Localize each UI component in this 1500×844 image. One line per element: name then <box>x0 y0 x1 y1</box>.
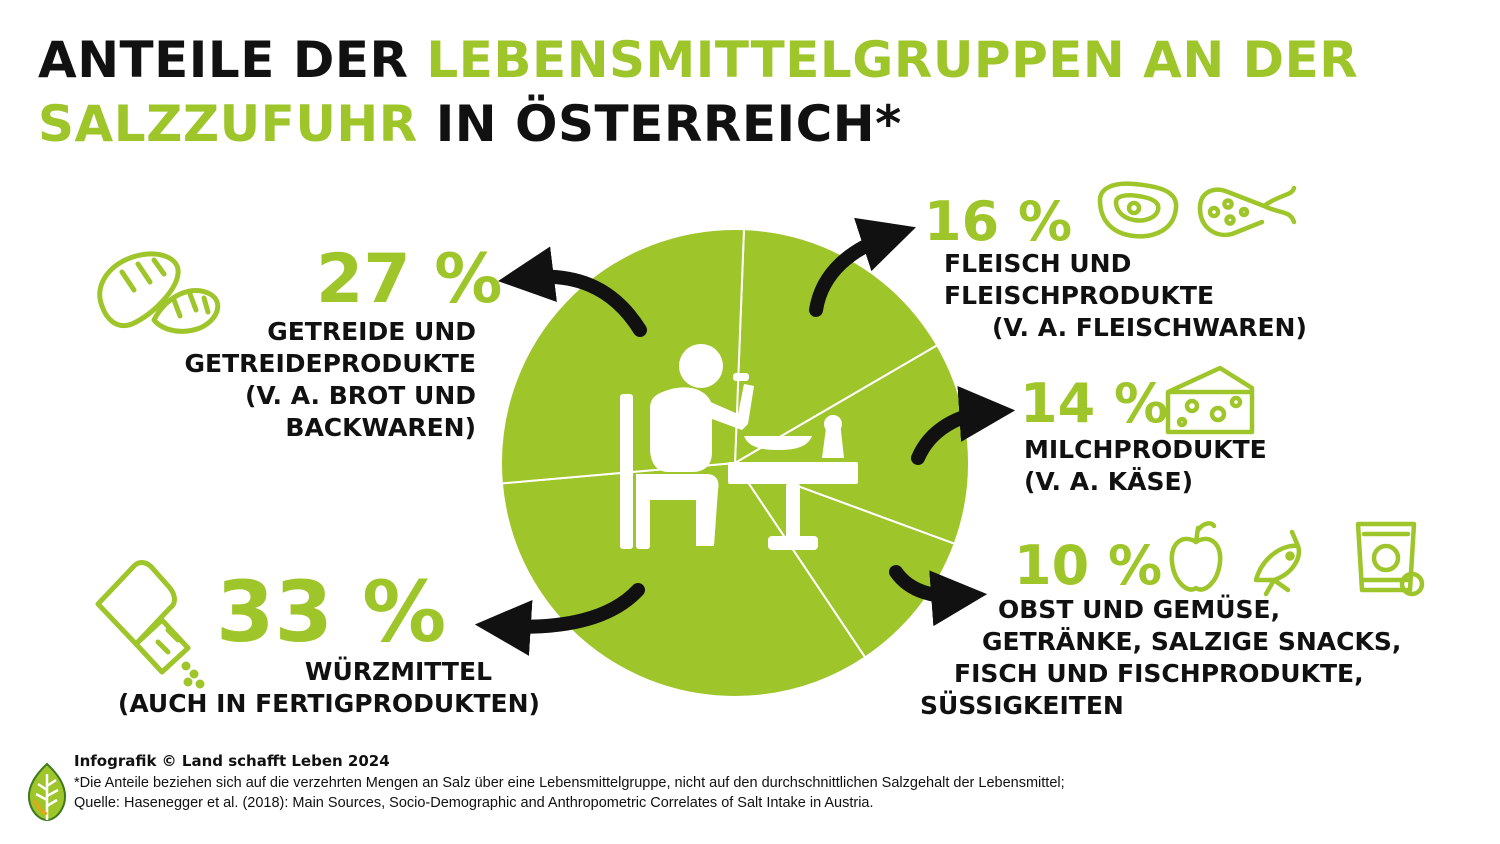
meat-sausage-icon <box>1094 178 1304 244</box>
slice-33-label-line: WÜRZMITTEL <box>118 656 540 688</box>
slice-10-percent: 10 % <box>1014 534 1162 598</box>
slice-33-percent: 33 % <box>216 564 446 660</box>
slice-14-label-line: (V. A. KÄSE) <box>1024 466 1267 498</box>
slice-27-label: GETREIDE UND GETREIDEPRODUKTE (V. A. BRO… <box>185 316 477 444</box>
slice-16-label-line: FLEISCHPRODUKTE <box>944 280 1307 312</box>
footer-note-line: *Die Anteile beziehen sich auf die verze… <box>74 773 1065 793</box>
slice-10-label-line: GETRÄNKE, SALZIGE SNACKS, <box>920 626 1401 658</box>
slice-16-label-line: FLEISCH UND <box>944 248 1307 280</box>
slice-16-label-line: (V. A. FLEISCHWAREN) <box>944 312 1307 344</box>
slice-14-label-line: MILCHPRODUKTE <box>1024 434 1267 466</box>
footer-credit: Infografik © Land schafft Leben 2024 <box>74 752 390 770</box>
slice-10-label-line: SÜSSIGKEITEN <box>920 690 1401 722</box>
footer-note: *Die Anteile beziehen sich auf die verze… <box>74 773 1065 813</box>
slice-10-label-line: OBST UND GEMÜSE, <box>920 594 1401 626</box>
slice-27-label-line: GETREIDE UND <box>185 316 477 348</box>
slice-27-label-line: (V. A. BROT UND <box>185 380 477 412</box>
cheese-icon <box>1162 362 1258 438</box>
slice-10-label-line: FISCH UND FISCHPRODUKTE, <box>920 658 1401 690</box>
footer-note-line: Quelle: Hasenegger et al. (2018): Main S… <box>74 793 1065 813</box>
slice-14-percent: 14 % <box>1020 372 1168 436</box>
slice-33-label: WÜRZMITTEL (AUCH IN FERTIGPRODUKTEN) <box>118 656 540 720</box>
apple-fish-snack-icon <box>1166 518 1432 598</box>
slice-10-label: OBST UND GEMÜSE, GETRÄNKE, SALZIGE SNACK… <box>920 594 1401 722</box>
slice-14-label: MILCHPRODUKTE (V. A. KÄSE) <box>1024 434 1267 498</box>
slice-27-label-line: GETREIDEPRODUKTE <box>185 348 477 380</box>
slice-16-label: FLEISCH UND FLEISCHPRODUKTE (V. A. FLEIS… <box>944 248 1307 344</box>
slice-16-percent: 16 % <box>924 190 1072 254</box>
leaf-logo-icon <box>24 760 70 824</box>
slice-27-label-line: BACKWAREN) <box>185 412 477 444</box>
slice-27-percent: 27 % <box>316 240 502 320</box>
slice-33-label-line: (AUCH IN FERTIGPRODUKTEN) <box>118 688 540 720</box>
